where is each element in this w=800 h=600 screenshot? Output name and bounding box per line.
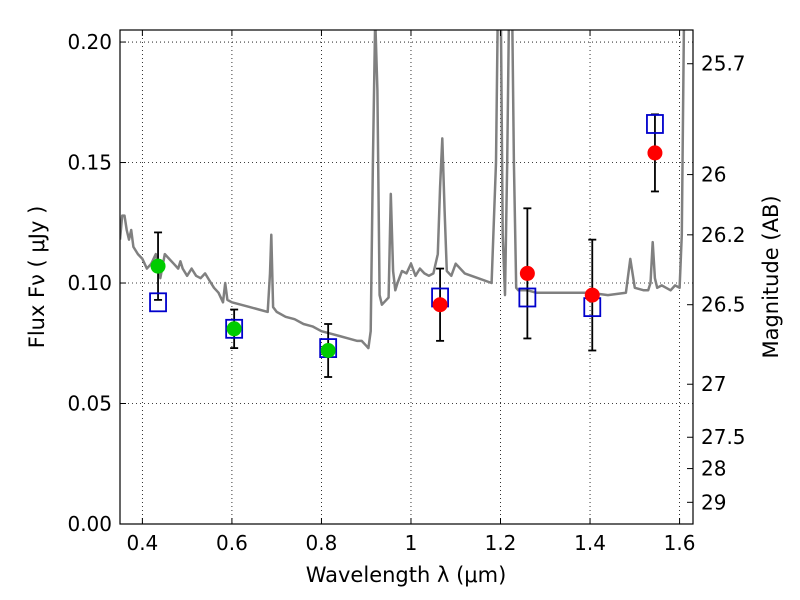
y2-tick-label: 29 — [701, 490, 726, 514]
y-tick-label: 0.15 — [67, 151, 112, 175]
y-axis-label: Flux Fν ( μJy ) — [25, 206, 49, 349]
observed-point-red — [432, 297, 448, 313]
y2-tick-label: 26.2 — [701, 223, 746, 247]
x-tick-label: 0.4 — [126, 531, 158, 555]
plot-background — [120, 30, 693, 524]
x-tick-label: 1 — [405, 531, 418, 555]
model-photometry-square — [149, 292, 167, 313]
x-tick-label: 0.6 — [216, 531, 248, 555]
model-photometry-square — [518, 287, 537, 308]
y-tick-label: 0.00 — [67, 512, 112, 536]
observed-point-red — [584, 287, 600, 303]
x-tick-label: 1.2 — [485, 531, 517, 555]
x-axis-label: Wavelength λ (μm) — [306, 563, 507, 587]
data-layer — [120, 30, 686, 378]
x-tick-label: 1.6 — [664, 531, 696, 555]
model-spectrum-line — [120, 30, 686, 350]
observed-point-red — [647, 145, 663, 161]
observed-point-green — [226, 321, 242, 337]
y-tick-label: 0.20 — [67, 30, 112, 54]
y2-tick-label: 26 — [701, 163, 726, 187]
y2-axis-label: Magnitude (AB) — [759, 195, 783, 358]
y2-tick-label: 26.5 — [701, 293, 746, 317]
observed-point-green — [150, 258, 166, 274]
y2-tick-label: 25.7 — [701, 52, 746, 76]
plot-frame — [119, 29, 694, 525]
x-tick-label: 1.4 — [574, 531, 606, 555]
observed-point-red — [519, 265, 535, 281]
y-tick-label: 0.05 — [67, 392, 112, 416]
model-photometry-square — [225, 318, 244, 339]
y2-tick-label: 28 — [701, 457, 726, 481]
y2-tick-label: 27.5 — [701, 425, 746, 449]
y-tick-label: 0.10 — [67, 271, 112, 295]
axis-ticks: 0.4 0.6 0.8 1 1.2 1.4 1.6 0.00 0.05 0.10 0.15 0.20 2… — [67, 30, 746, 555]
observed-point-green — [320, 342, 336, 358]
y2-tick-label: 27 — [701, 372, 726, 396]
x-tick-label: 0.8 — [306, 531, 338, 555]
model-photometry-square — [646, 114, 664, 134]
